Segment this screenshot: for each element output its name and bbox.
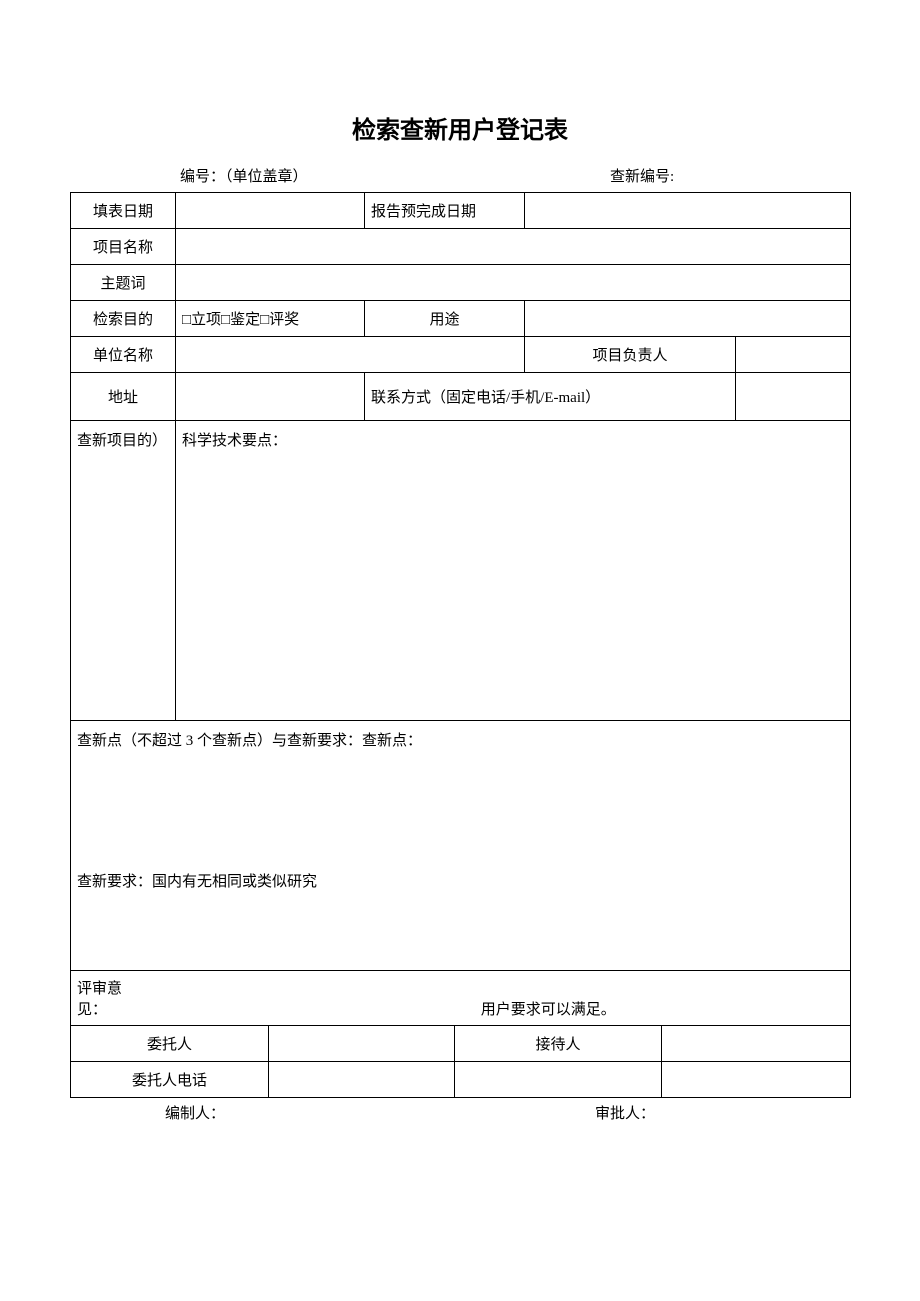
table-row: 主题词 <box>71 265 851 301</box>
usage-value[interactable] <box>525 301 851 337</box>
table-row: 委托人 接待人 <box>71 1026 851 1062</box>
address-value[interactable] <box>176 373 365 421</box>
novelty-points-label: 查新点（不超过 3 个查新点）与查新要求：查新点： <box>77 729 844 750</box>
client-label: 委托人 <box>71 1026 269 1062</box>
project-leader-label: 项目负责人 <box>525 337 736 373</box>
client-phone-label: 委托人电话 <box>71 1062 269 1098</box>
fill-date-label: 填表日期 <box>71 193 176 229</box>
receptionist-value[interactable] <box>662 1026 851 1062</box>
table-row: 评审意见： 用户要求可以满足。 <box>71 971 851 1026</box>
novelty-points-cell[interactable]: 查新点（不超过 3 个查新点）与查新要求：查新点： 查新要求：国内有无相同或类似… <box>71 721 851 971</box>
footer-row: 编制人： 审批人： <box>70 1098 850 1123</box>
review-opinion-cell: 评审意见： 用户要求可以满足。 <box>71 971 851 1026</box>
project-leader-value[interactable] <box>736 337 851 373</box>
table-row: 委托人电话 <box>71 1062 851 1098</box>
footer-approver-label: 审批人： <box>595 1102 850 1123</box>
empty-cell <box>455 1062 662 1098</box>
client-phone-value[interactable] <box>269 1062 455 1098</box>
contact-value[interactable] <box>736 373 851 421</box>
subject-words-value[interactable] <box>176 265 851 301</box>
project-name-value[interactable] <box>176 229 851 265</box>
contact-label: 联系方式（固定电话/手机/E-mail） <box>365 373 736 421</box>
tech-points-label-left: 查新项目的） <box>71 421 176 721</box>
unit-name-label: 单位名称 <box>71 337 176 373</box>
table-row: 查新点（不超过 3 个查新点）与查新要求：查新点： 查新要求：国内有无相同或类似… <box>71 721 851 971</box>
subject-words-label: 主题词 <box>71 265 176 301</box>
report-date-label: 报告预完成日期 <box>365 193 525 229</box>
address-label: 地址 <box>71 373 176 421</box>
review-opinion-value: 用户要求可以满足。 <box>141 998 616 1019</box>
unit-name-value[interactable] <box>176 337 525 373</box>
receptionist-label: 接待人 <box>455 1026 662 1062</box>
usage-label: 用途 <box>365 301 525 337</box>
table-row: 地址 联系方式（固定电话/手机/E-mail） <box>71 373 851 421</box>
novelty-requirement-label: 查新要求：国内有无相同或类似研究 <box>77 870 844 891</box>
empty-cell <box>662 1062 851 1098</box>
table-row: 项目名称 <box>71 229 851 265</box>
search-purpose-label: 检索目的 <box>71 301 176 337</box>
report-date-value[interactable] <box>525 193 851 229</box>
header-number-label: 编号：（单位盖章） <box>180 165 610 186</box>
project-name-label: 项目名称 <box>71 229 176 265</box>
registration-table: 填表日期 报告预完成日期 项目名称 主题词 检索目的 □立项□鉴定□评奖 用途 … <box>70 192 851 1098</box>
table-row: 填表日期 报告预完成日期 <box>71 193 851 229</box>
table-row: 查新项目的） 科学技术要点： <box>71 421 851 721</box>
table-row: 检索目的 □立项□鉴定□评奖 用途 <box>71 301 851 337</box>
review-opinion-label: 评审意见： <box>77 977 137 1019</box>
client-value[interactable] <box>269 1026 455 1062</box>
tech-points-content[interactable]: 科学技术要点： <box>176 421 851 721</box>
footer-preparer-label: 编制人： <box>165 1102 595 1123</box>
page-title: 检索查新用户登记表 <box>70 110 850 145</box>
table-row: 单位名称 项目负责人 <box>71 337 851 373</box>
header-row: 编号：（单位盖章） 查新编号: <box>70 165 850 192</box>
fill-date-value[interactable] <box>176 193 365 229</box>
header-novelty-number-label: 查新编号: <box>610 165 850 186</box>
search-purpose-options[interactable]: □立项□鉴定□评奖 <box>176 301 365 337</box>
